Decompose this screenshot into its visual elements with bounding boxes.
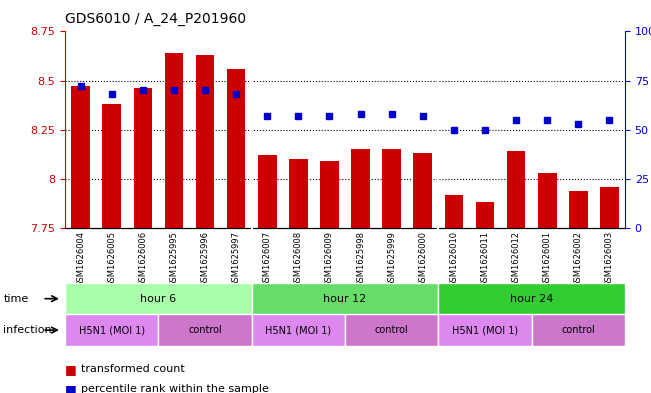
Text: GSM1626004: GSM1626004 (76, 231, 85, 286)
Text: control: control (188, 325, 222, 335)
Bar (165, 53, 184, 228)
Text: GSM1626000: GSM1626000 (419, 231, 427, 286)
Bar (352, 149, 370, 228)
Text: GSM1626006: GSM1626006 (139, 231, 147, 287)
FancyBboxPatch shape (532, 314, 625, 346)
Text: control: control (561, 325, 595, 335)
Bar (413, 153, 432, 228)
Text: GSM1625996: GSM1625996 (201, 231, 210, 286)
Text: H5N1 (MOI 1): H5N1 (MOI 1) (266, 325, 331, 335)
Text: H5N1 (MOI 1): H5N1 (MOI 1) (452, 325, 518, 335)
Text: percentile rank within the sample: percentile rank within the sample (81, 384, 270, 393)
Text: GSM1626001: GSM1626001 (543, 231, 551, 286)
Text: GDS6010 / A_24_P201960: GDS6010 / A_24_P201960 (65, 12, 246, 26)
FancyBboxPatch shape (252, 283, 438, 314)
Text: GSM1625997: GSM1625997 (232, 231, 241, 286)
Bar (102, 104, 121, 228)
Bar (72, 86, 90, 228)
Text: ■: ■ (65, 382, 77, 393)
Text: GSM1626002: GSM1626002 (574, 231, 583, 286)
FancyBboxPatch shape (252, 314, 345, 346)
Bar (569, 191, 588, 228)
FancyBboxPatch shape (438, 314, 532, 346)
Text: hour 24: hour 24 (510, 294, 553, 304)
Text: hour 12: hour 12 (324, 294, 367, 304)
Bar (538, 173, 557, 228)
Text: GSM1626010: GSM1626010 (449, 231, 458, 286)
Bar (506, 151, 525, 228)
FancyBboxPatch shape (65, 283, 252, 314)
Text: control: control (375, 325, 409, 335)
Text: GSM1626012: GSM1626012 (512, 231, 521, 286)
Text: H5N1 (MOI 1): H5N1 (MOI 1) (79, 325, 145, 335)
Bar (320, 161, 339, 228)
Text: transformed count: transformed count (81, 364, 185, 375)
FancyBboxPatch shape (345, 314, 438, 346)
Text: GSM1626008: GSM1626008 (294, 231, 303, 287)
Bar (196, 55, 214, 228)
Bar (289, 159, 308, 228)
FancyBboxPatch shape (65, 314, 158, 346)
Text: GSM1626005: GSM1626005 (107, 231, 117, 286)
Text: GSM1626011: GSM1626011 (480, 231, 490, 286)
Text: GSM1626007: GSM1626007 (263, 231, 271, 287)
Bar (382, 149, 401, 228)
Text: hour 6: hour 6 (141, 294, 176, 304)
Bar (445, 195, 464, 228)
Bar (133, 88, 152, 228)
Bar (476, 202, 494, 228)
Text: GSM1626009: GSM1626009 (325, 231, 334, 286)
Bar (600, 187, 618, 228)
FancyBboxPatch shape (158, 314, 252, 346)
Text: GSM1625999: GSM1625999 (387, 231, 396, 286)
Text: infection: infection (3, 325, 52, 335)
Text: time: time (3, 294, 29, 304)
FancyBboxPatch shape (438, 283, 625, 314)
Text: ■: ■ (65, 363, 77, 376)
Bar (227, 69, 245, 228)
Text: GSM1626003: GSM1626003 (605, 231, 614, 287)
Text: GSM1625998: GSM1625998 (356, 231, 365, 286)
Text: GSM1625995: GSM1625995 (169, 231, 178, 286)
Bar (258, 155, 277, 228)
